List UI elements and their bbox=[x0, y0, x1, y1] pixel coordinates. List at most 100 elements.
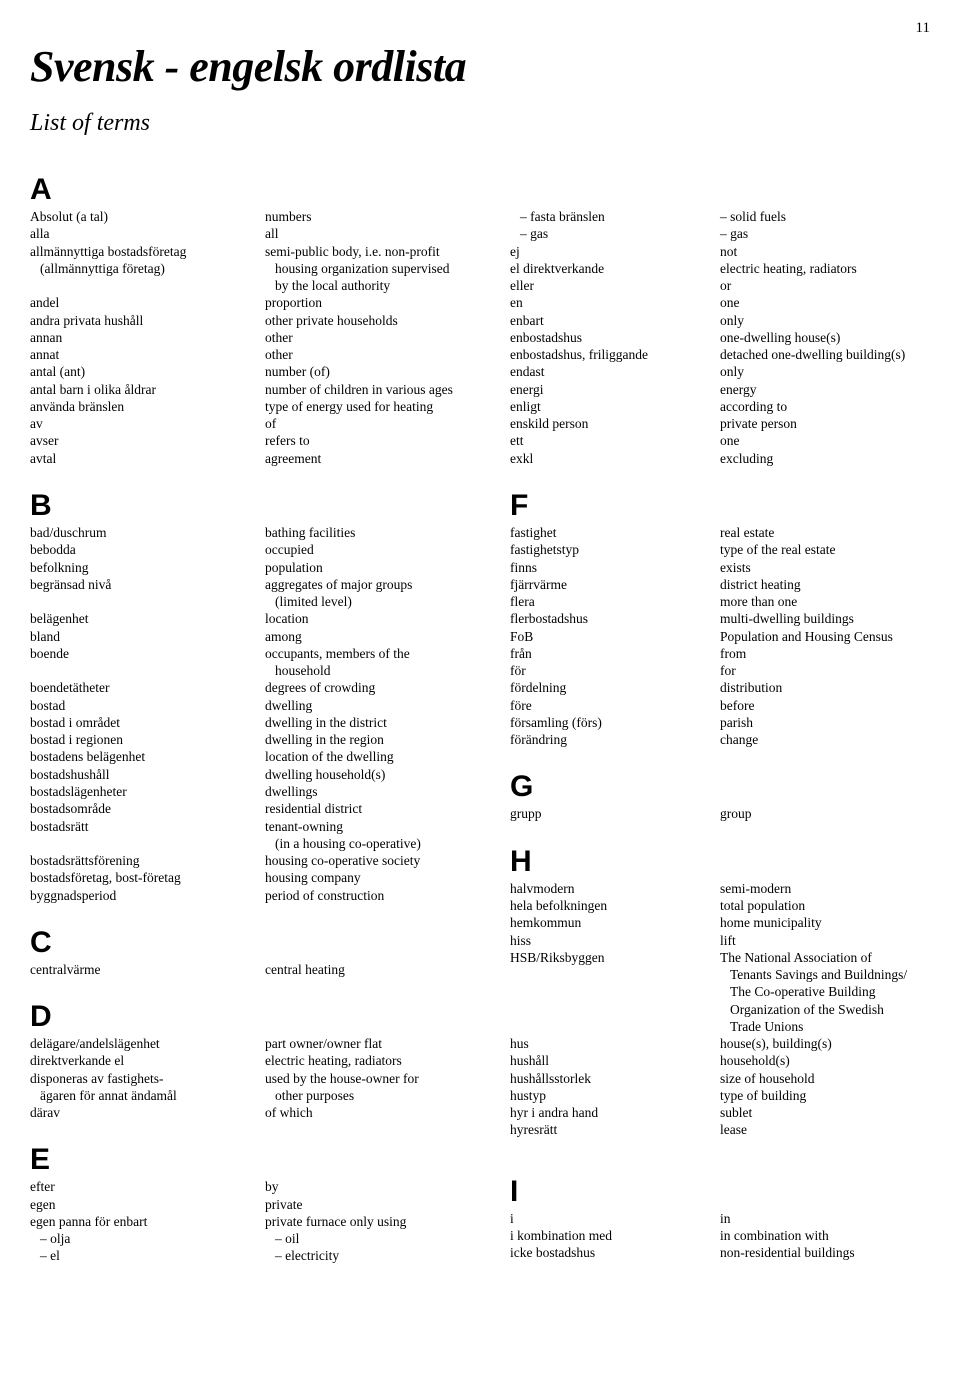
glossary-entry: enbart bbox=[510, 312, 720, 329]
glossary-entry: number (of) bbox=[265, 363, 510, 380]
glossary-entry: allmännyttiga bostadsföretag bbox=[30, 243, 265, 260]
glossary-entry: detached one-dwelling building(s) bbox=[720, 346, 930, 363]
glossary-entry: other bbox=[265, 329, 510, 346]
page-number: 11 bbox=[30, 20, 930, 37]
glossary-entry: dwelling household(s) bbox=[265, 766, 510, 783]
glossary-entry: hyresrätt bbox=[510, 1121, 720, 1138]
glossary-entry: församling (förs) bbox=[510, 714, 720, 731]
glossary-entry: one bbox=[720, 294, 930, 311]
glossary-entry: icke bostadshus bbox=[510, 1244, 720, 1261]
glossary-entry: exists bbox=[720, 559, 930, 576]
glossary-entry: before bbox=[720, 697, 930, 714]
glossary-entry: used by the house-owner for bbox=[265, 1070, 510, 1087]
glossary-entry: total population bbox=[720, 897, 930, 914]
glossary-entry: sublet bbox=[720, 1104, 930, 1121]
glossary-entry: type of energy used for heating bbox=[265, 398, 510, 415]
list-A-sv: Absolut (a tal)allaallmännyttiga bostads… bbox=[30, 208, 265, 467]
glossary-entry: household bbox=[265, 662, 510, 679]
glossary-entry: FoB bbox=[510, 628, 720, 645]
glossary-entry: hiss bbox=[510, 932, 720, 949]
letter-A: A bbox=[30, 175, 265, 205]
glossary-entry: (limited level) bbox=[265, 593, 510, 610]
glossary-entry: antal barn i olika åldrar bbox=[30, 381, 265, 398]
glossary-entry: (allmännyttiga företag) bbox=[30, 260, 265, 277]
glossary-entry: från bbox=[510, 645, 720, 662]
glossary-entry: annan bbox=[30, 329, 265, 346]
glossary-entry: only bbox=[720, 363, 930, 380]
glossary-entry: eller bbox=[510, 277, 720, 294]
letter-H: H bbox=[510, 847, 720, 877]
glossary-entry: The National Association of bbox=[720, 949, 930, 966]
glossary-entry: hemkommun bbox=[510, 914, 720, 931]
glossary-entry: location bbox=[265, 610, 510, 627]
glossary-entry: energi bbox=[510, 381, 720, 398]
glossary-entry: other bbox=[265, 346, 510, 363]
glossary-entry: change bbox=[720, 731, 930, 748]
glossary-entry: bad/duschrum bbox=[30, 524, 265, 541]
list-C-sv: centralvärme bbox=[30, 961, 265, 978]
glossary-entry: household(s) bbox=[720, 1052, 930, 1069]
glossary-entry: parish bbox=[720, 714, 930, 731]
glossary-entry: fjärrvärme bbox=[510, 576, 720, 593]
list-D-en: part owner/owner flatelectric heating, r… bbox=[265, 1035, 510, 1121]
col-2-english: A numbersallsemi-public body, i.e. non-p… bbox=[265, 165, 510, 1265]
glossary-entry: by bbox=[265, 1178, 510, 1195]
glossary-entry: bostadsrätt bbox=[30, 818, 265, 835]
glossary-entry: excluding bbox=[720, 450, 930, 467]
glossary-entry: occupants, members of the bbox=[265, 645, 510, 662]
glossary-entry bbox=[30, 835, 265, 852]
glossary-entry: by the local authority bbox=[265, 277, 510, 294]
glossary-entry: – el bbox=[30, 1247, 265, 1264]
list-H-sv: halvmodernhela befolkningenhemkommunhiss… bbox=[510, 880, 720, 1139]
glossary-entry: hyr i andra hand bbox=[510, 1104, 720, 1121]
glossary-entry: i kombination med bbox=[510, 1227, 720, 1244]
glossary-entry: electric heating, radiators bbox=[265, 1052, 510, 1069]
glossary-entry: Tenants Savings and Buildnings/ bbox=[720, 966, 930, 983]
glossary-columns: A Absolut (a tal)allaallmännyttiga bosta… bbox=[30, 165, 930, 1265]
glossary-entry: för bbox=[510, 662, 720, 679]
glossary-entry: other private households bbox=[265, 312, 510, 329]
glossary-entry: exkl bbox=[510, 450, 720, 467]
glossary-entry: house(s), building(s) bbox=[720, 1035, 930, 1052]
glossary-entry bbox=[30, 277, 265, 294]
glossary-entry: housing company bbox=[265, 869, 510, 886]
glossary-entry: bathing facilities bbox=[265, 524, 510, 541]
glossary-entry: endast bbox=[510, 363, 720, 380]
glossary-entry: bostadshushåll bbox=[30, 766, 265, 783]
glossary-entry: all bbox=[265, 225, 510, 242]
glossary-entry: proportion bbox=[265, 294, 510, 311]
glossary-entry: dwellings bbox=[265, 783, 510, 800]
glossary-entry: – gas bbox=[510, 225, 720, 242]
list-C-en: central heating bbox=[265, 961, 510, 978]
glossary-entry: bostad i området bbox=[30, 714, 265, 731]
glossary-entry: aggregates of major groups bbox=[265, 576, 510, 593]
glossary-entry bbox=[510, 983, 720, 1000]
glossary-entry: central heating bbox=[265, 961, 510, 978]
glossary-entry: lease bbox=[720, 1121, 930, 1138]
glossary-entry: semi-public body, i.e. non-profit bbox=[265, 243, 510, 260]
glossary-entry: belägenhet bbox=[30, 610, 265, 627]
glossary-entry: group bbox=[720, 805, 930, 822]
glossary-entry: one-dwelling house(s) bbox=[720, 329, 930, 346]
glossary-entry: or bbox=[720, 277, 930, 294]
glossary-entry: energy bbox=[720, 381, 930, 398]
glossary-entry: avser bbox=[30, 432, 265, 449]
glossary-entry: bostadsrättsförening bbox=[30, 852, 265, 869]
glossary-entry: only bbox=[720, 312, 930, 329]
glossary-entry: av bbox=[30, 415, 265, 432]
glossary-entry: dwelling in the district bbox=[265, 714, 510, 731]
glossary-entry bbox=[510, 1018, 720, 1035]
list-F-sv: fastighetfastighetstypfinnsfjärrvärmefle… bbox=[510, 524, 720, 748]
glossary-entry: not bbox=[720, 243, 930, 260]
glossary-entry: el direktverkande bbox=[510, 260, 720, 277]
glossary-entry: non-residential buildings bbox=[720, 1244, 930, 1261]
col-3-swedish: E – fasta bränslen– gasejel direktverkan… bbox=[510, 165, 720, 1265]
glossary-entry: numbers bbox=[265, 208, 510, 225]
glossary-entry: according to bbox=[720, 398, 930, 415]
letter-B: B bbox=[30, 491, 265, 521]
glossary-entry: for bbox=[720, 662, 930, 679]
glossary-entry: därav bbox=[30, 1104, 265, 1121]
glossary-entry: size of household bbox=[720, 1070, 930, 1087]
letter-C: C bbox=[30, 928, 265, 958]
glossary-entry: district heating bbox=[720, 576, 930, 593]
